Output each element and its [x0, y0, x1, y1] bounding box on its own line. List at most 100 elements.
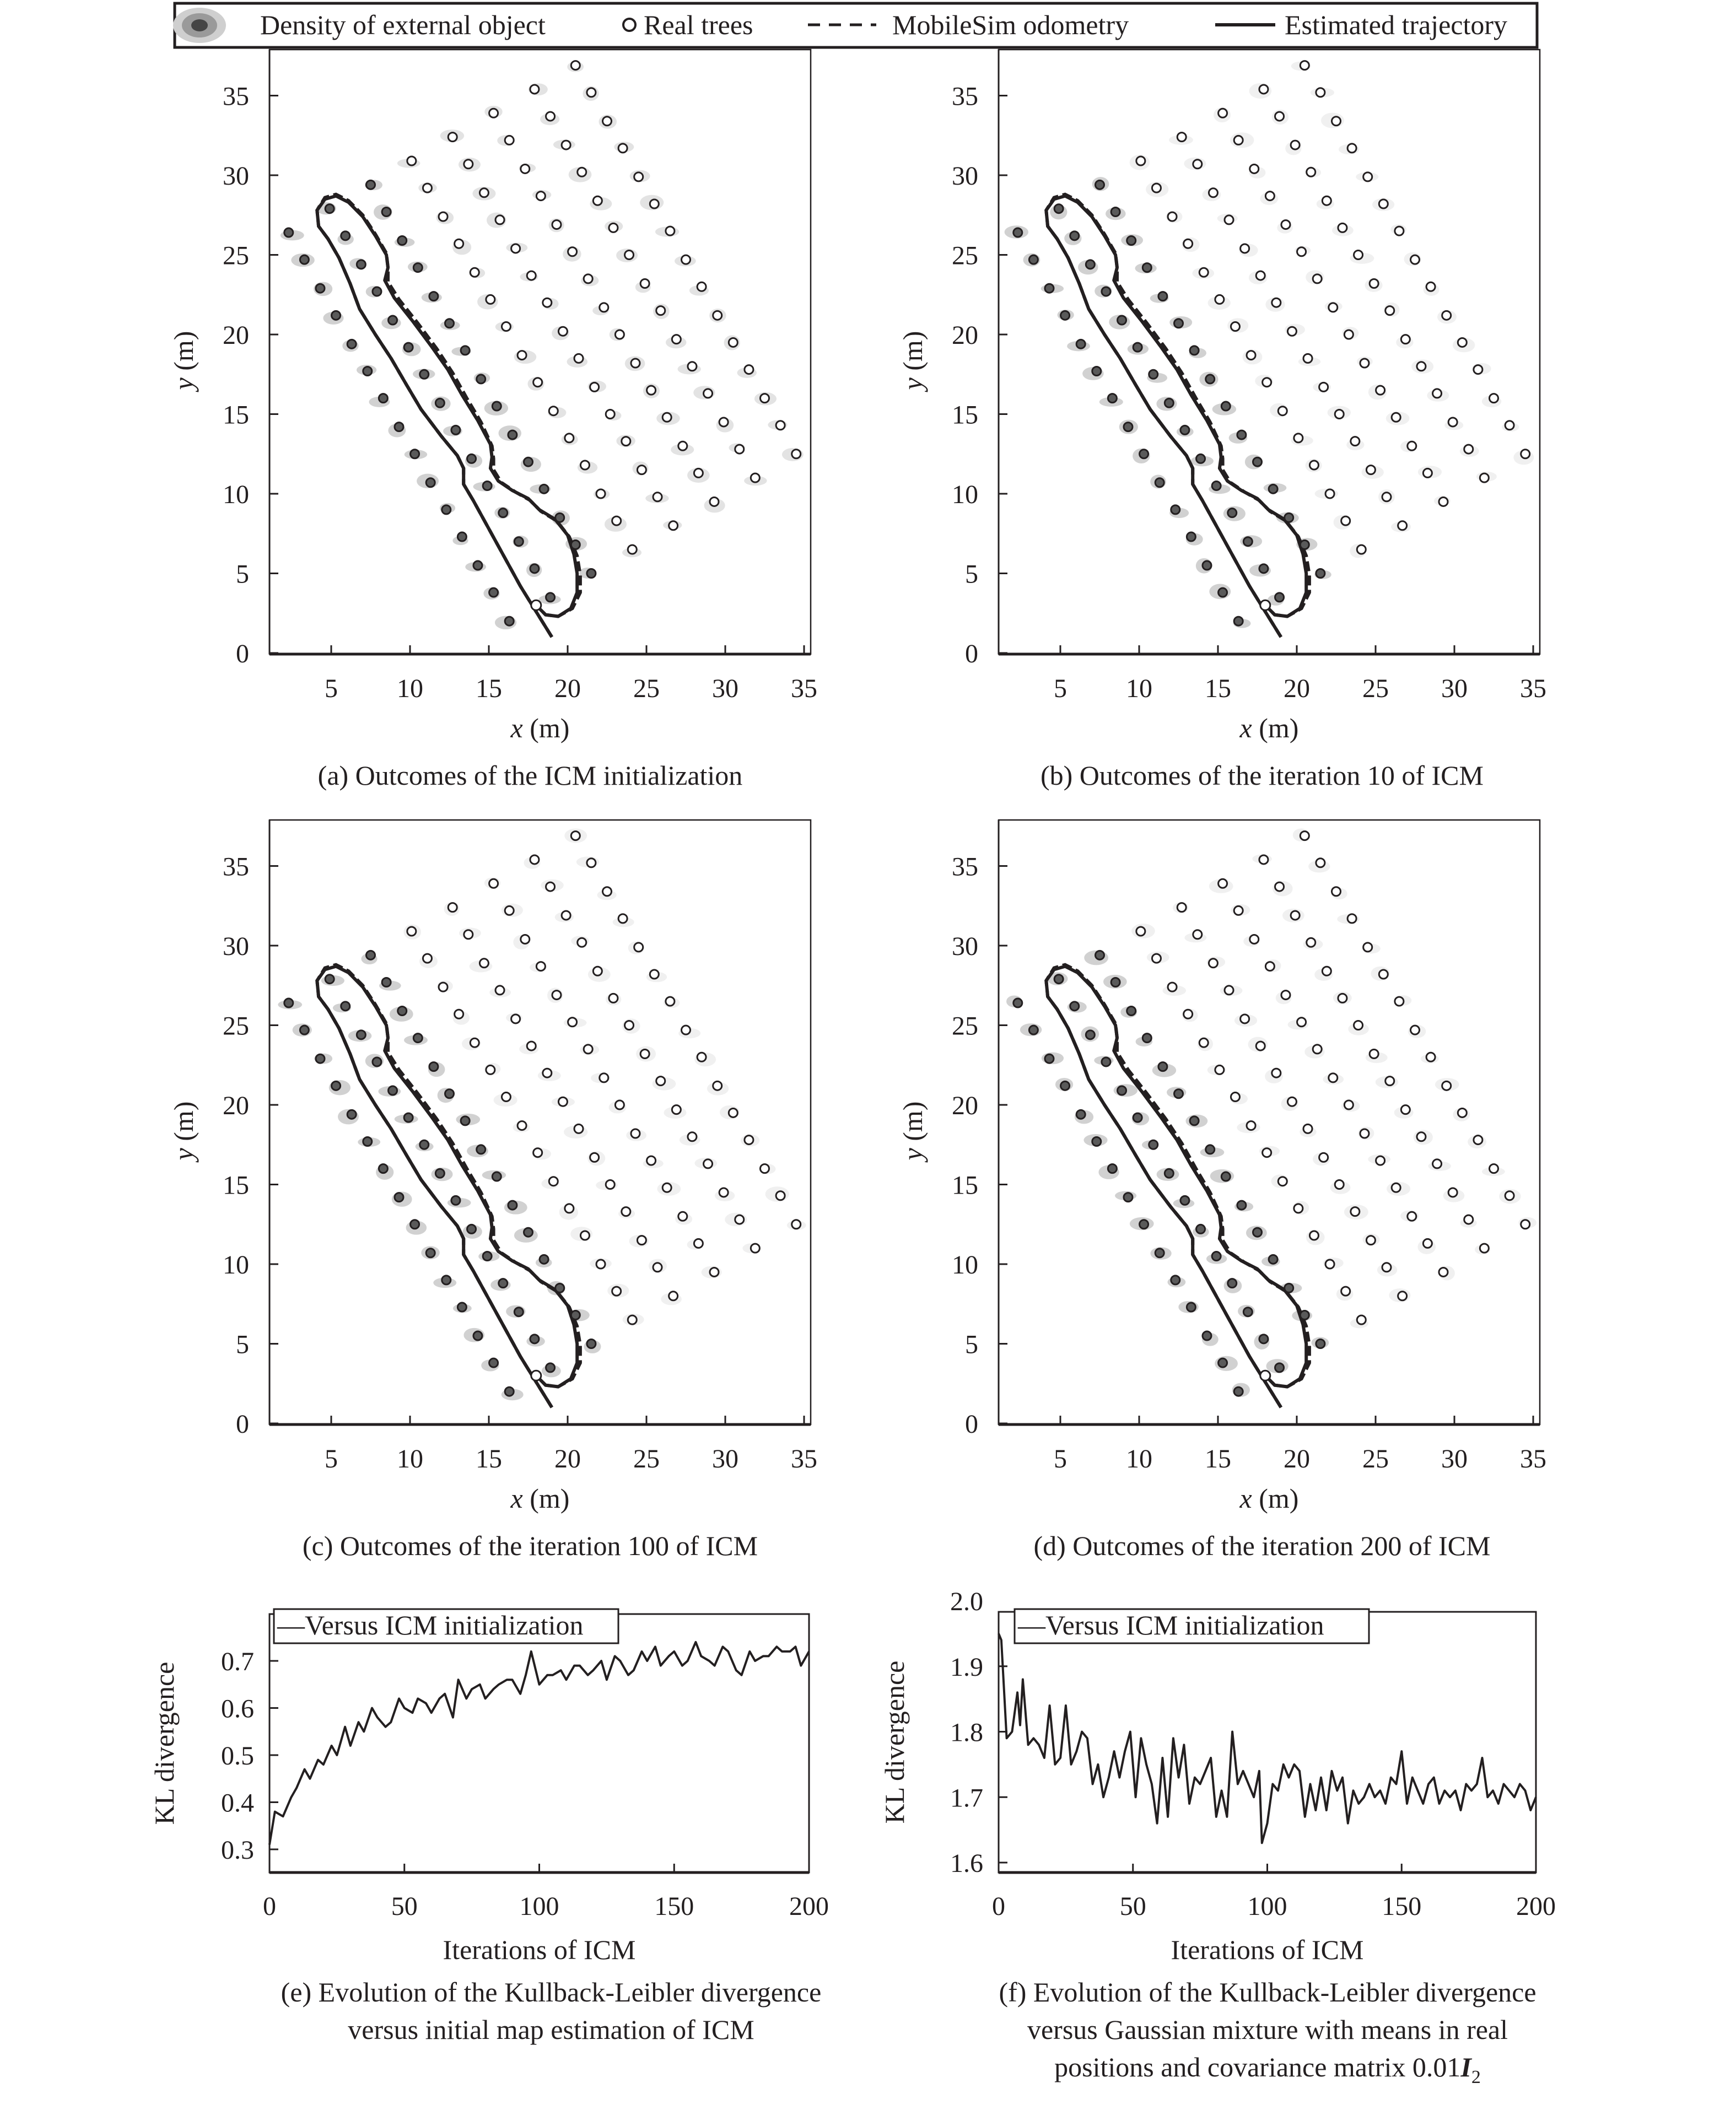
real-tree-point	[583, 1044, 594, 1055]
real-tree-point	[1195, 453, 1206, 464]
y-tick-label: 20	[223, 1091, 249, 1120]
real-tree-point	[709, 1266, 720, 1277]
real-tree-point	[1479, 1243, 1490, 1254]
real-tree-point	[1447, 417, 1458, 428]
caption-e-line1: (e) Evolution of the Kullback-Leibler di…	[281, 1977, 822, 2008]
legend-box	[1013, 1608, 1370, 1644]
real-tree-point	[1432, 1158, 1443, 1169]
real-tree-point	[671, 334, 682, 345]
real-tree-point	[438, 211, 449, 222]
kl-data-point	[466, 1698, 467, 1699]
real-tree-point	[1299, 830, 1310, 841]
real-tree-point	[1192, 929, 1203, 940]
x-axis-unit: (m)	[1252, 713, 1299, 743]
real-tree-point	[1060, 1080, 1071, 1091]
y-tick-label: 0	[965, 1410, 978, 1439]
real-tree-point	[743, 364, 754, 375]
real-tree-point	[677, 440, 688, 451]
real-tree-point	[504, 905, 515, 916]
kl-data-point	[1103, 1796, 1104, 1798]
caption-c: (c) Outcomes of the iteration 100 of ICM	[303, 1530, 758, 1561]
real-tree-point	[441, 504, 452, 515]
x-tick-label: 20	[554, 1444, 581, 1474]
real-tree-point	[712, 310, 723, 321]
real-tree-point	[1425, 1051, 1436, 1062]
real-tree-point	[1321, 965, 1332, 976]
real-tree-point	[1141, 262, 1152, 273]
real-tree-point	[1220, 1171, 1231, 1182]
x-axis-var: x	[510, 713, 523, 743]
caption-d: (d) Outcomes of the iteration 200 of ICM	[1034, 1530, 1491, 1561]
x-axis-var: x	[1239, 713, 1252, 743]
real-tree-point	[1378, 198, 1389, 209]
kl-data-point	[1460, 1810, 1461, 1811]
real-tree-point	[586, 87, 597, 98]
y-tick-label: 0.5	[221, 1741, 254, 1771]
real-tree-point	[791, 1219, 802, 1230]
real-tree-point	[1400, 1104, 1411, 1115]
real-tree-point	[516, 350, 527, 361]
kl-data-point	[1221, 1790, 1222, 1791]
caption-f-line2: versus Gaussian mixture with means in re…	[1027, 2014, 1508, 2045]
start-marker	[1259, 1369, 1271, 1382]
real-tree-point	[526, 1040, 537, 1051]
real-tree-point	[1520, 1219, 1531, 1230]
y-tick-label: 1.9	[950, 1653, 983, 1682]
y-tick-label: 25	[952, 241, 978, 271]
estimated-trajectory-line	[315, 964, 579, 1409]
y-tick-label: 0.6	[221, 1695, 254, 1724]
x-tick-label: 150	[1382, 1892, 1421, 1921]
real-tree-point	[520, 933, 531, 945]
real-tree-point	[1135, 155, 1146, 166]
real-tree-point	[510, 1013, 521, 1024]
kl-data-point	[1514, 1796, 1515, 1798]
real-tree-point	[627, 1314, 638, 1325]
real-tree-point	[696, 281, 707, 292]
kl-data-point	[479, 1684, 481, 1685]
real-tree-point	[605, 1179, 616, 1190]
caption-b: (b) Outcomes of the iteration 10 of ICM	[1040, 760, 1484, 791]
real-tree-point	[1230, 1092, 1241, 1103]
estimated-trajectory-line	[1044, 964, 1308, 1409]
real-tree-point	[573, 353, 584, 364]
real-tree-point	[1189, 1115, 1200, 1126]
real-tree-point	[371, 286, 382, 297]
real-tree-point	[1176, 132, 1187, 143]
real-tree-point	[538, 483, 549, 494]
real-tree-point	[538, 1254, 549, 1265]
real-tree-point	[535, 961, 546, 972]
real-tree-point	[1069, 230, 1080, 241]
real-tree-point	[1110, 206, 1121, 217]
real-tree-point	[592, 195, 603, 206]
real-tree-point	[1268, 483, 1279, 494]
real-tree-point	[586, 857, 597, 868]
real-tree-point	[1312, 1044, 1323, 1055]
real-tree-point	[1163, 397, 1174, 408]
real-tree-point	[1416, 1131, 1427, 1142]
real-tree-point	[759, 393, 770, 404]
real-tree-point	[551, 219, 562, 230]
real-tree-point	[1400, 334, 1411, 345]
real-tree-point	[1432, 388, 1443, 399]
real-tree-point	[1135, 926, 1146, 937]
real-tree-point	[630, 358, 641, 369]
real-tree-point	[419, 369, 430, 380]
real-tree-point	[1425, 281, 1436, 292]
real-tree-point	[1334, 409, 1345, 419]
real-tree-point	[397, 235, 408, 246]
real-tree-point	[1069, 1001, 1080, 1012]
real-tree-point	[608, 992, 619, 1003]
real-tree-point	[1384, 305, 1395, 316]
y-tick-label: 25	[223, 1012, 249, 1041]
y-axis-var: y	[897, 377, 928, 392]
x-tick-label: 25	[1362, 674, 1389, 703]
real-tree-point	[542, 297, 553, 308]
x-tick-label: 5	[325, 674, 338, 703]
real-tree-point	[340, 230, 351, 241]
real-tree-point	[409, 1219, 420, 1230]
real-tree-point	[655, 305, 666, 316]
real-tree-point	[1406, 1211, 1417, 1222]
real-tree-point	[523, 1227, 533, 1238]
y-tick-label: 30	[952, 932, 978, 961]
